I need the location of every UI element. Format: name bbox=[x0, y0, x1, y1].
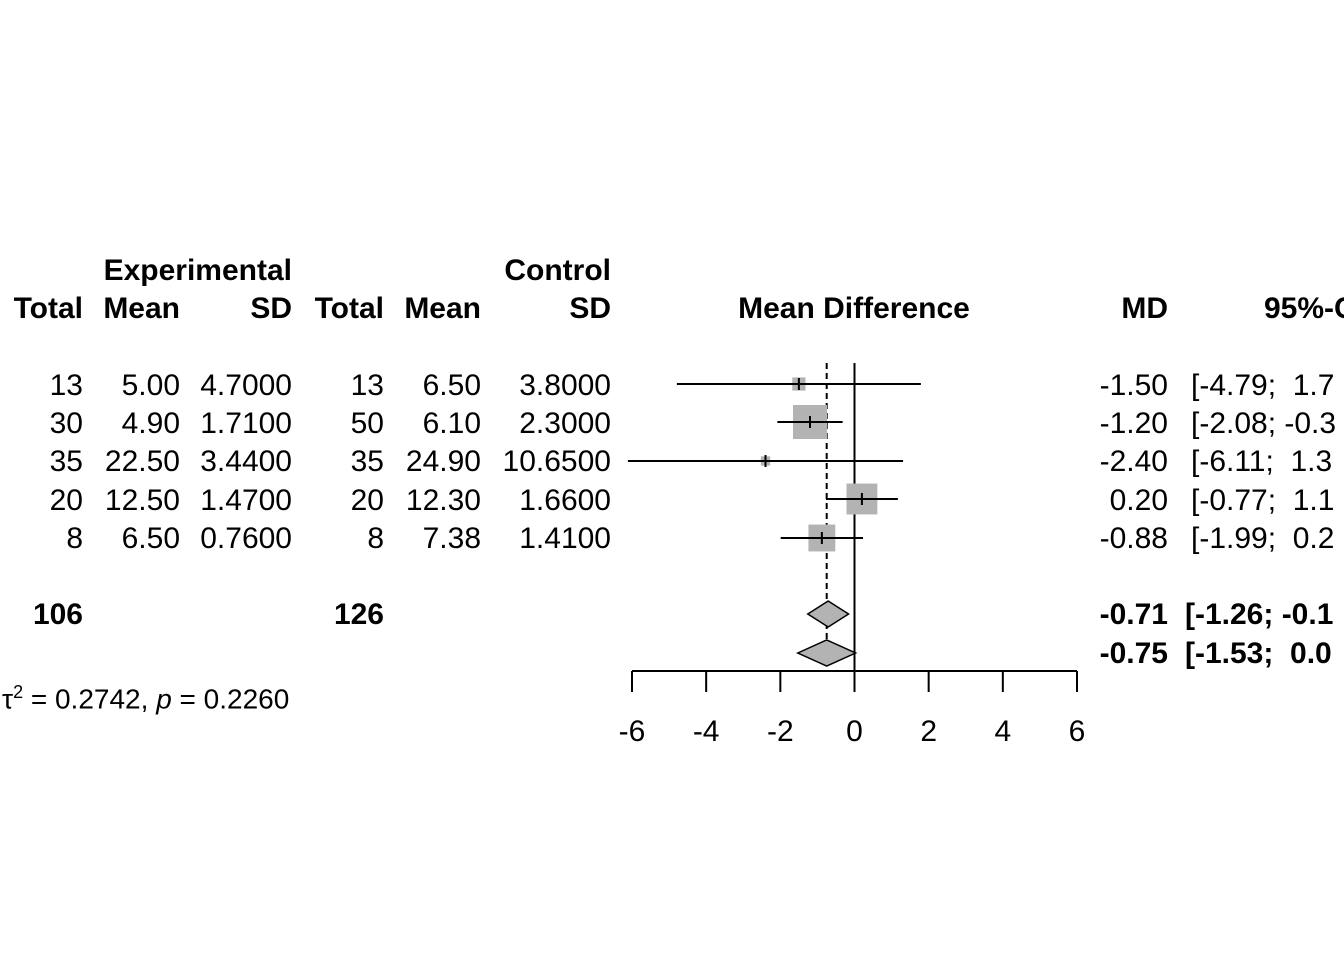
x-axis-tick-label: -4 bbox=[692, 715, 720, 748]
exp-mean-cell: 4.90 bbox=[121, 407, 180, 440]
exp-mean-cell: 6.50 bbox=[121, 522, 180, 555]
ctl-sd-header: SD bbox=[569, 292, 611, 325]
tau-exponent: 2 bbox=[13, 682, 24, 702]
exp-total-cell: 30 bbox=[49, 407, 83, 440]
ctl-mean-header: Mean bbox=[404, 292, 481, 325]
exp-sd-cell: 0.7600 bbox=[200, 522, 292, 555]
heterogeneity-label: τ2 = 0.2742, p = 0.2260 bbox=[2, 677, 289, 714]
pooled-ci-cell: [-1.53; 0.0 bbox=[1185, 637, 1332, 670]
x-axis-tick-label: -2 bbox=[766, 715, 794, 748]
exp-sd-cell: 1.7100 bbox=[200, 407, 292, 440]
pooled-diamond bbox=[806, 600, 850, 628]
ctl-mean-cell: 12.30 bbox=[405, 484, 481, 517]
md-cell: -2.40 bbox=[1099, 445, 1168, 478]
ctl-mean-cell: 6.50 bbox=[422, 369, 481, 402]
x-axis-tick-label: 6 bbox=[1068, 715, 1086, 748]
exp-mean-cell: 12.50 bbox=[104, 484, 180, 517]
exp-sd-cell: 1.4700 bbox=[200, 484, 292, 517]
x-axis-tick-label: 2 bbox=[920, 715, 937, 748]
pooled-md-cell: -0.75 bbox=[1099, 637, 1168, 670]
exp-sd-cell: 3.4400 bbox=[200, 445, 292, 478]
ci-cell: [-1.99; 0.2 bbox=[1191, 522, 1335, 555]
ci-header: 95%-C bbox=[1264, 292, 1344, 325]
p-symbol: p bbox=[156, 683, 172, 715]
exp-total-sum: 106 bbox=[32, 598, 83, 631]
tau-symbol: τ bbox=[2, 683, 14, 715]
exp-total-cell: 13 bbox=[49, 369, 83, 402]
ctl-total-cell: 50 bbox=[350, 407, 384, 440]
ctl-sd-cell: 1.6600 bbox=[519, 484, 611, 517]
x-axis-tick-label: 0 bbox=[846, 715, 863, 748]
md-header: MD bbox=[1121, 292, 1168, 325]
exp-total-cell: 8 bbox=[66, 522, 83, 555]
ctl-total-cell: 20 bbox=[350, 484, 384, 517]
ctl-sd-cell: 1.4100 bbox=[519, 522, 611, 555]
pooled-diamond bbox=[795, 639, 858, 667]
ctl-sd-cell: 2.3000 bbox=[519, 407, 611, 440]
ci-cell: [-4.79; 1.7 bbox=[1191, 369, 1335, 402]
md-cell: -1.50 bbox=[1099, 369, 1168, 402]
md-cell: 0.20 bbox=[1109, 484, 1168, 517]
experimental-group-header: Experimental bbox=[103, 254, 292, 287]
ci-cell: [-2.08; -0.3 bbox=[1191, 407, 1337, 440]
pooled-ci-cell: [-1.26; -0.1 bbox=[1185, 598, 1334, 631]
ctl-total-cell: 8 bbox=[367, 522, 384, 555]
ci-cell: [-6.11; 1.3 bbox=[1191, 445, 1333, 478]
exp-sd-header: SD bbox=[250, 292, 292, 325]
ctl-mean-cell: 7.38 bbox=[422, 522, 481, 555]
exp-mean-cell: 5.00 bbox=[121, 369, 180, 402]
md-cell: -1.20 bbox=[1099, 407, 1168, 440]
ctl-total-cell: 13 bbox=[350, 369, 384, 402]
exp-sd-cell: 4.7000 bbox=[200, 369, 292, 402]
ctl-total-cell: 35 bbox=[350, 445, 384, 478]
md-cell: -0.88 bbox=[1099, 522, 1168, 555]
ci-cell: [-0.77; 1.1 bbox=[1191, 484, 1335, 517]
exp-mean-header: Mean bbox=[103, 292, 180, 325]
ctl-mean-cell: 6.10 bbox=[422, 407, 481, 440]
exp-total-cell: 35 bbox=[49, 445, 83, 478]
p-value: = 0.2260 bbox=[171, 683, 290, 715]
exp-mean-cell: 22.50 bbox=[104, 445, 180, 478]
x-axis-tick-label: 4 bbox=[994, 715, 1012, 748]
exp-total-cell: 20 bbox=[49, 484, 83, 517]
ctl-sd-cell: 3.8000 bbox=[519, 369, 611, 402]
ctl-total-sum: 126 bbox=[333, 598, 384, 631]
x-axis-tick-label: -6 bbox=[618, 715, 646, 748]
mean-difference-header: Mean Difference bbox=[738, 292, 970, 325]
ctl-total-header: Total bbox=[314, 292, 384, 325]
pooled-md-cell: -0.71 bbox=[1099, 598, 1168, 631]
ctl-sd-cell: 10.6500 bbox=[502, 445, 611, 478]
exp-total-header: Total bbox=[13, 292, 83, 325]
control-group-header: Control bbox=[504, 254, 611, 287]
ctl-mean-cell: 24.90 bbox=[405, 445, 481, 478]
tau-value: = 0.2742, bbox=[23, 683, 157, 715]
